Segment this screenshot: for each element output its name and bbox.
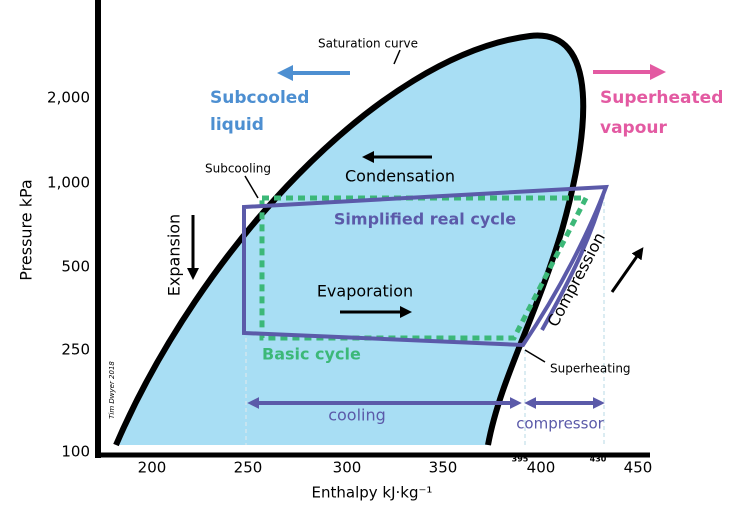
- x-tick-label: 250: [234, 459, 263, 477]
- leader: [244, 175, 259, 199]
- label: Superheated: [600, 88, 723, 108]
- leader: [524, 349, 546, 363]
- label: Condensation: [345, 167, 455, 186]
- y-tick-label: 2,000: [47, 89, 90, 107]
- two-phase-region: [116, 35, 584, 445]
- real-cycle: [242, 184, 609, 348]
- label: cooling: [328, 406, 386, 425]
- x-tick-label: 450: [624, 459, 653, 477]
- x-tick-label: 400: [527, 459, 556, 477]
- label: Expansion: [165, 214, 184, 296]
- label: Subcooling: [205, 162, 271, 176]
- label: compressor: [516, 415, 604, 433]
- x-marker: 395: [512, 455, 529, 464]
- guides: [245, 195, 605, 445]
- y-tick-label: 250: [61, 341, 90, 359]
- label: Simplified real cycle: [334, 210, 516, 229]
- label: Saturation curve: [318, 37, 418, 51]
- x-tick-label: 200: [138, 459, 167, 477]
- x-tick-label: 350: [429, 459, 458, 477]
- x-tick-label: 300: [333, 459, 362, 477]
- x-ticks: 200 250 300 350 400 450 395 430: [138, 455, 653, 477]
- leader: [393, 49, 401, 65]
- credit: Tim Dwyer 2018: [108, 361, 116, 419]
- x-axis-label: Enthalpy kJ·kg⁻¹: [312, 484, 433, 502]
- y-ticks: 2,000 1,000 500 250 100: [47, 89, 90, 461]
- label: Basic cycle: [262, 345, 361, 364]
- label: Subcooled: [210, 88, 309, 108]
- label: Evaporation: [317, 282, 413, 301]
- arrow-compression: [610, 247, 644, 293]
- y-axis-label: Pressure kPa: [17, 179, 36, 280]
- y-tick-label: 100: [61, 443, 90, 461]
- label: vapour: [600, 118, 668, 138]
- y-tick-label: 500: [61, 258, 90, 276]
- y-tick-label: 1,000: [47, 174, 90, 192]
- x-marker: 430: [590, 455, 607, 464]
- label: Superheating: [550, 362, 631, 376]
- basic-cycle: [259, 195, 591, 341]
- label: liquid: [210, 115, 264, 135]
